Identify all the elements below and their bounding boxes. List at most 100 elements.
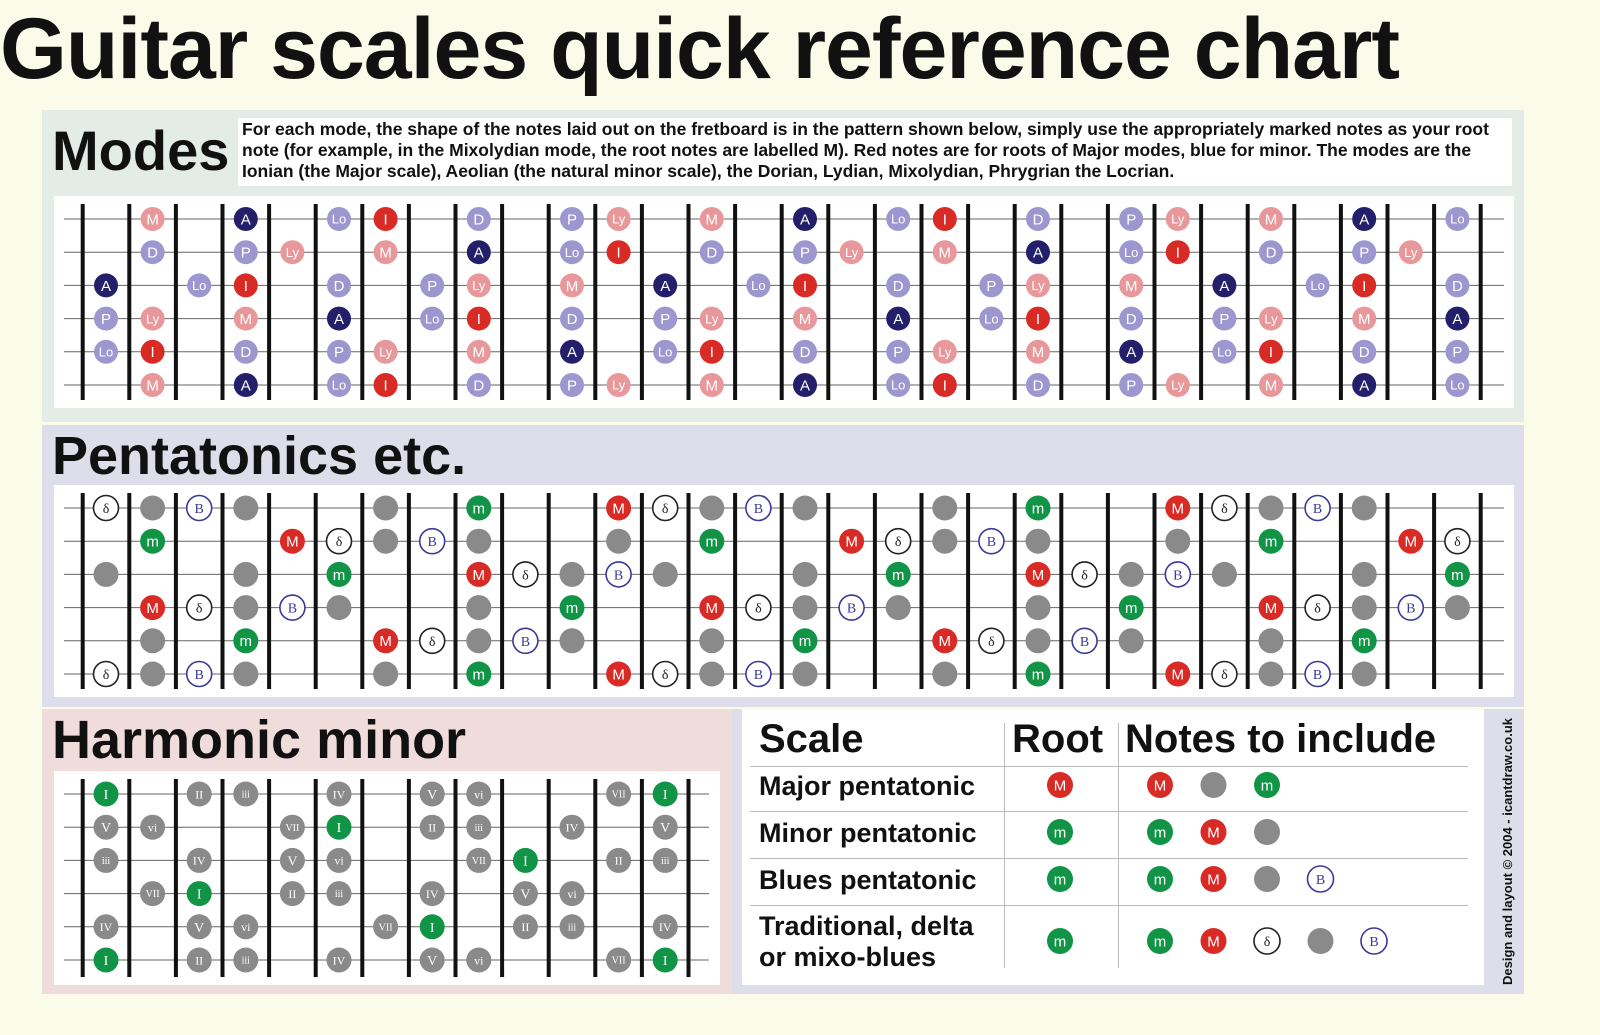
blue-note: B	[1306, 865, 1335, 893]
mode-major-note: M	[699, 207, 724, 231]
note-label: δ	[988, 635, 995, 650]
note-dot	[326, 781, 352, 807]
note-label: Lo	[891, 378, 905, 393]
note-label: D	[147, 245, 158, 262]
note-dot	[745, 594, 772, 621]
mode-minor-note: D	[793, 339, 817, 364]
note-dot	[699, 595, 725, 621]
note-label: Ly	[612, 212, 626, 227]
blue-note: B	[978, 527, 1005, 555]
scale-note	[140, 661, 166, 687]
major-root-note: M	[279, 528, 305, 554]
note-label: Lo	[1124, 245, 1138, 260]
minor-root-note: m	[1254, 772, 1280, 798]
scale-note	[699, 628, 725, 654]
note-dot	[1258, 661, 1284, 687]
note-dot	[792, 661, 818, 687]
note-dot	[699, 240, 724, 265]
note-dot	[279, 881, 305, 907]
major-root-note: M	[140, 595, 166, 621]
delta-note: δ	[745, 594, 772, 621]
harmonic-degree-note: iii	[233, 781, 259, 807]
harmonic-degree-note: VII	[606, 947, 632, 973]
note-dot	[233, 306, 258, 331]
page-title: Guitar scales quick reference chart	[0, 1, 1400, 97]
note-dot	[140, 661, 166, 687]
note-label: A	[800, 377, 810, 394]
note-dot	[652, 914, 678, 940]
note-dot	[559, 881, 585, 907]
mode-root-note: I	[1352, 273, 1377, 298]
note-label: B	[1369, 935, 1378, 950]
modes-title: Modes	[52, 119, 230, 182]
minor-root-note: m	[699, 528, 725, 554]
blue-note: B	[1360, 927, 1388, 955]
header-root: Root	[1012, 717, 1104, 761]
note-dot	[185, 494, 213, 522]
scale-table-section: Scale Root Notes to include Major pentat…	[732, 709, 1524, 994]
note-label: B	[847, 602, 856, 617]
scale-name-minor-pentatonic: Minor pentatonic	[759, 818, 977, 848]
mode-root-note: A	[793, 373, 817, 397]
scale-note	[233, 661, 259, 687]
mode-minor-note: P	[653, 306, 678, 331]
mode-minor-note: P	[793, 240, 817, 265]
note-dot	[1118, 561, 1144, 587]
note-label: IV	[100, 920, 113, 934]
mode-minor-note: P	[1212, 306, 1237, 331]
mode-minor-note: Lo	[94, 339, 118, 364]
note-dot	[140, 814, 166, 840]
mode-major-note: M	[560, 273, 584, 298]
mode-minor-note: P	[1119, 207, 1144, 231]
mode-root-note: A	[886, 306, 911, 331]
note-dot	[94, 306, 118, 331]
note-dot	[418, 627, 446, 655]
note-dot	[373, 914, 399, 940]
note-dot	[605, 561, 632, 588]
note-label: I	[803, 278, 807, 295]
note-dot	[419, 914, 445, 940]
mode-minor-note: D	[886, 273, 911, 298]
note-dot	[279, 814, 305, 840]
note-label: A	[334, 311, 344, 328]
minor-root-note: m	[1147, 928, 1173, 954]
delta-note: δ	[651, 494, 679, 522]
minor-root-note: m	[885, 561, 911, 587]
note-dot	[326, 947, 352, 973]
harmonic-degree-note: II	[186, 781, 212, 807]
mode-root-note: A	[1445, 306, 1470, 331]
note-dot	[140, 495, 166, 521]
note-label: M	[612, 500, 625, 517]
note-dot	[418, 527, 446, 555]
scale-note	[1351, 561, 1377, 587]
mode-minor-note: P	[1445, 339, 1470, 364]
note-dot	[1118, 628, 1144, 654]
mode-root-note: A	[327, 306, 351, 331]
scale-note	[1254, 866, 1280, 892]
harmonic-degree-note: IV	[419, 881, 445, 907]
note-dot	[1258, 595, 1284, 621]
note-dot	[233, 947, 259, 973]
note-dot	[373, 373, 398, 397]
note-dot	[279, 528, 305, 554]
note-dot	[1025, 661, 1051, 687]
delta-note: δ	[884, 527, 912, 555]
major-root-note: M	[606, 495, 632, 521]
note-dot	[233, 273, 258, 298]
mode-major-note: Ly	[1398, 240, 1423, 265]
harmonic-degree-note: vi	[466, 781, 492, 807]
note-label: Lo	[99, 344, 113, 359]
note-dot	[606, 528, 632, 554]
harmonic-degree-note: V	[419, 781, 445, 807]
note-dot	[140, 595, 166, 621]
note-label: P	[567, 211, 577, 228]
note-dot	[1351, 595, 1377, 621]
note-dot	[1147, 772, 1173, 798]
note-dot	[1119, 273, 1144, 298]
note-label: II	[615, 854, 623, 868]
note-label: I	[384, 211, 388, 228]
note-label: Lo	[425, 311, 439, 326]
note-dot	[373, 339, 398, 364]
note-dot	[233, 628, 259, 654]
